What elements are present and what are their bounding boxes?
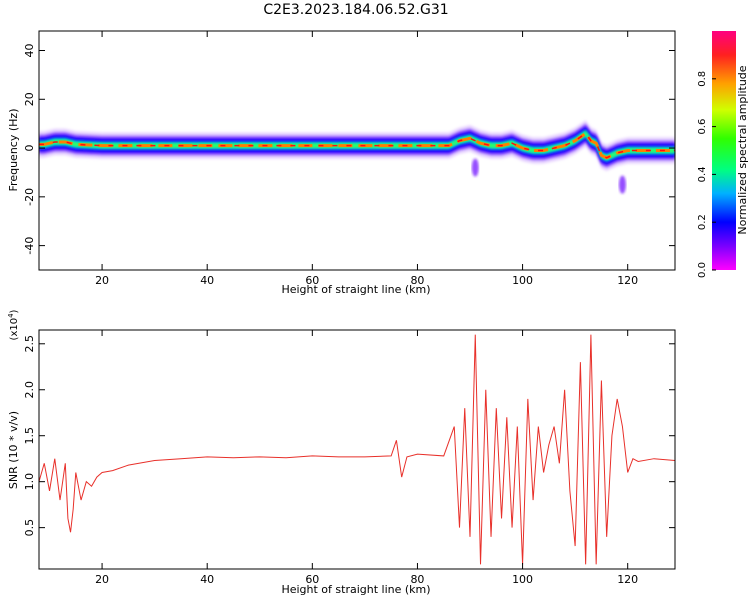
y-tick-label: 0.5 [23, 519, 36, 537]
snr-multiplier-exponent: 4 [7, 313, 15, 318]
y-tick-label: 1.0 [23, 473, 36, 491]
spectrogram-ylabel: Frequency (Hz) [7, 109, 20, 192]
colorbar-gradient [712, 31, 736, 270]
spectrogram-panel: 20 40 60 80 100 120 40 20 0 -20 -40 Height of stra… [7, 30, 676, 296]
heatmap-ridge-peak [39, 132, 675, 159]
spectrogram-heatmap [39, 120, 675, 194]
snr-line-area [39, 334, 675, 565]
y-tick-label: 40 [23, 44, 36, 58]
spectrogram-frame [38, 30, 676, 271]
x-tick-label: 20 [95, 274, 109, 287]
colorbar: 0.0 0.2 0.4 0.6 0.8 Normalized spectral ampl… [697, 31, 749, 278]
y-tick-label: 0 [23, 145, 36, 152]
y-tick-label: 2.0 [23, 381, 36, 399]
snr-multiplier: (x104) [7, 309, 20, 340]
figure-title: C2E3.2023.184.06.52.G31 [263, 2, 448, 18]
x-tick-label: 80 [410, 274, 424, 287]
x-tick-label: 100 [512, 573, 533, 586]
snr-panel: 20 40 60 80 100 120 0.5 1.0 1.5 2.0 2.5 Height of … [7, 309, 676, 596]
colorbar-label: Normalized spectral amplitude [736, 65, 749, 234]
x-tick-label: 20 [95, 573, 109, 586]
colorbar-tick-label: 0.4 [697, 166, 708, 182]
spectrogram-ticks: 20 40 60 80 100 120 40 20 0 -20 -40 [23, 31, 675, 287]
colorbar-tick-label: 0.6 [697, 119, 708, 135]
colorbar-tick-label: 0.8 [697, 71, 708, 87]
x-tick-label: 40 [200, 573, 214, 586]
x-tick-label: 60 [305, 274, 319, 287]
y-tick-label: 1.5 [23, 427, 36, 445]
heatmap-blob [618, 175, 626, 194]
snr-xlabel: Height of straight line (km) [281, 583, 430, 596]
y-tick-label: 2.5 [23, 335, 36, 353]
snr-ylabel: SNR (10 * v/v) [7, 411, 20, 489]
heatmap-blob [471, 158, 479, 177]
colorbar-tick-label: 0.2 [697, 214, 708, 230]
x-tick-label: 60 [305, 573, 319, 586]
x-tick-label: 100 [512, 274, 533, 287]
y-tick-label: 20 [23, 92, 36, 106]
colorbar-ticks: 0.0 0.2 0.4 0.6 0.8 [697, 71, 716, 278]
colorbar-tick-label: 0.0 [697, 262, 708, 278]
x-tick-label: 40 [200, 274, 214, 287]
y-tick-label: -20 [23, 188, 36, 206]
snr-frame [38, 329, 676, 570]
spectrogram-xlabel: Height of straight line (km) [281, 283, 430, 296]
x-tick-label: 120 [617, 573, 638, 586]
x-tick-label: 80 [410, 573, 424, 586]
y-tick-label: -40 [23, 237, 36, 255]
x-tick-label: 120 [617, 274, 638, 287]
heatmap-ridge [39, 131, 675, 160]
snr-line [39, 334, 675, 565]
snr-ticks: 20 40 60 80 100 120 0.5 1.0 1.5 2.0 2.5 [23, 330, 675, 586]
heatmap-band [39, 131, 675, 160]
